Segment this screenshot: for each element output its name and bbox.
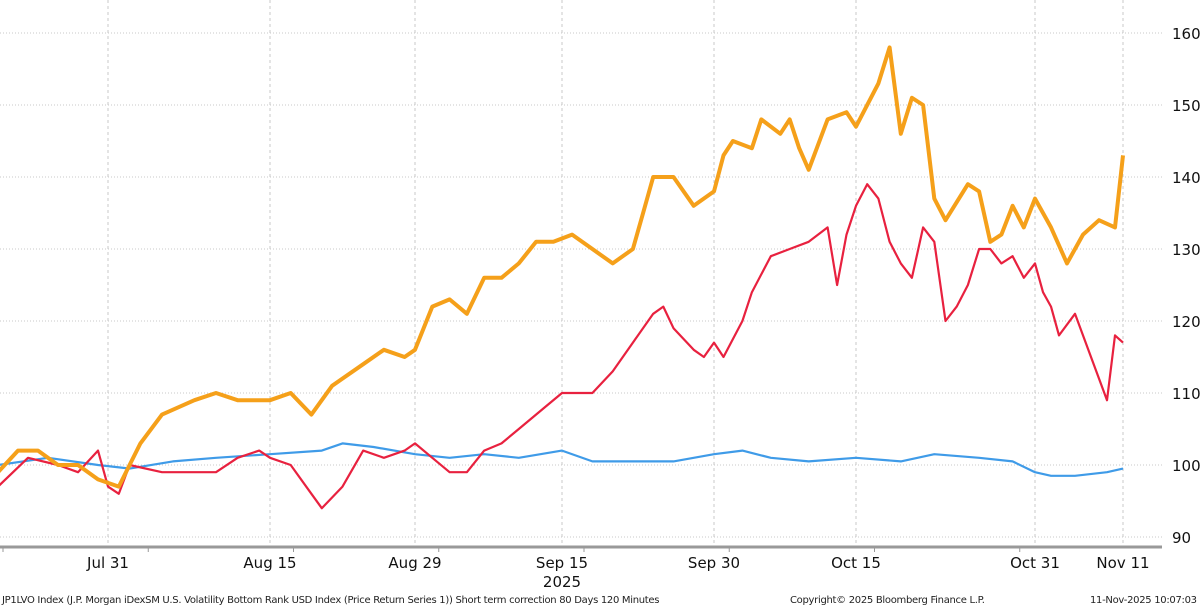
- footer-description: JP1LVO Index (J.P. Morgan iDexSM U.S. Vo…: [2, 595, 660, 606]
- x-tick-label: Oct 15: [831, 554, 881, 572]
- y-tick-label: 150: [1172, 97, 1200, 115]
- line-chart: 90 100 110 120 130 140 150 160 Jul 31 Aug 15 Aug 2…: [0, 0, 1200, 590]
- footer-copyright: Copyright© 2025 Bloomberg Finance L.P.: [790, 595, 985, 606]
- y-tick-label: 140: [1172, 169, 1200, 187]
- series-line-2: [0, 442, 1124, 477]
- series-line-1: [0, 183, 1124, 510]
- x-tick-label: Aug 29: [388, 554, 441, 572]
- y-tick-label: 110: [1172, 385, 1200, 403]
- y-tick-label: 90: [1172, 529, 1191, 547]
- y-tick-label: 160: [1172, 25, 1200, 43]
- x-tick-label: Oct 31: [1010, 554, 1060, 572]
- x-tick-label: Sep 30: [688, 554, 740, 572]
- y-tick-label: 120: [1172, 313, 1200, 331]
- y-tick-label: 100: [1172, 457, 1200, 475]
- x-tick-label: Jul 31: [86, 554, 129, 572]
- footer-timestamp: 11-Nov-2025 10:07:03: [1090, 595, 1197, 606]
- y-tick-label: 130: [1172, 241, 1200, 259]
- x-tick-label: Aug 15: [243, 554, 296, 572]
- x-axis-label: 2025: [543, 573, 581, 590]
- series-line-0: [0, 45, 1125, 489]
- x-tick-label: Nov 11: [1096, 554, 1149, 572]
- x-tick-label: Sep 15: [536, 554, 588, 572]
